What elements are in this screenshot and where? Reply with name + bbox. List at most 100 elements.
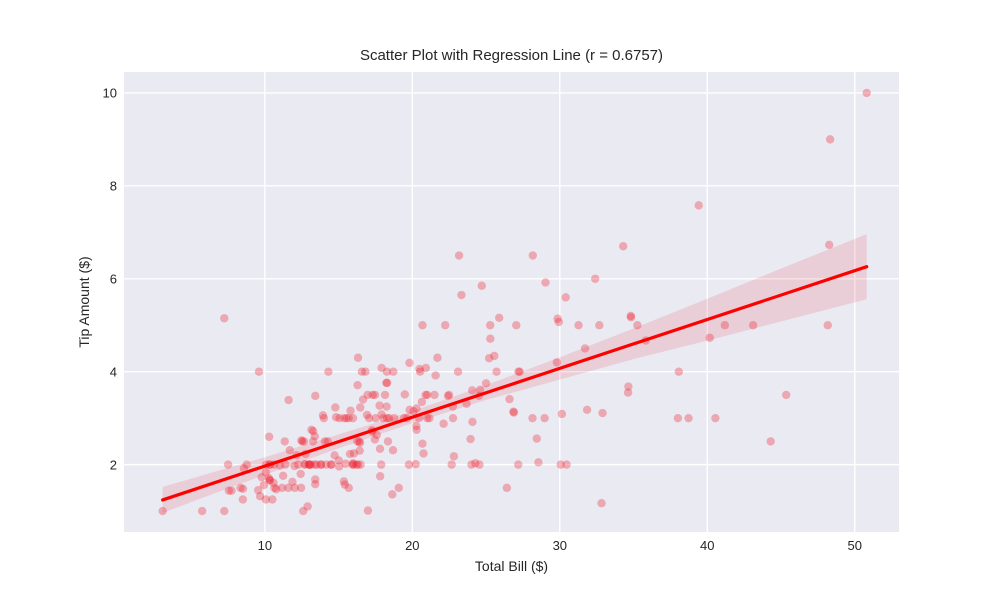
scatter-point — [298, 437, 307, 446]
scatter-point — [388, 490, 397, 499]
scatter-point — [626, 311, 635, 321]
scatter-point — [257, 472, 266, 482]
scatter-point — [370, 435, 380, 444]
scatter-point — [331, 413, 341, 422]
scatter-point — [265, 476, 275, 485]
scatter-point — [269, 478, 278, 487]
scatter-point — [377, 410, 386, 419]
scatter-point — [441, 321, 450, 330]
scatter-point — [379, 413, 388, 423]
scatter-point — [388, 446, 398, 455]
scatter-point — [597, 498, 606, 508]
scatter-point — [475, 385, 485, 395]
scatter-point — [532, 434, 541, 443]
scatter-point — [344, 483, 353, 493]
scatter-point — [339, 477, 349, 486]
scatter-point — [278, 471, 288, 480]
scatter-point — [394, 483, 403, 493]
plot-background — [124, 72, 899, 532]
scatter-point — [327, 460, 336, 469]
scatter-point — [423, 413, 432, 423]
scatter-point — [355, 446, 364, 455]
scatter-point — [633, 321, 642, 330]
scatter-point — [362, 410, 372, 420]
scatter-point — [220, 314, 229, 323]
y-tick-label: 8 — [109, 178, 117, 194]
scatter-point — [277, 483, 287, 493]
scatter-point — [355, 438, 365, 447]
scatter-point — [514, 460, 523, 469]
scatter-point — [284, 483, 293, 493]
scatter-point — [514, 367, 523, 376]
scatter-point — [375, 472, 385, 481]
scatter-point — [748, 321, 758, 330]
scatter-point — [238, 484, 248, 493]
scatter-point — [623, 388, 633, 397]
scatter-point — [311, 391, 320, 401]
scatter-point — [264, 473, 274, 483]
scatter-point — [580, 344, 590, 353]
scatter-point — [293, 460, 303, 469]
scatter-point — [353, 380, 362, 390]
scatter-point — [418, 321, 427, 330]
scatter-point — [825, 135, 835, 144]
scatter-point — [494, 313, 504, 322]
x-tick-label: 20 — [405, 538, 420, 553]
scatter-point — [781, 390, 791, 400]
scatter-point — [705, 333, 714, 342]
scatter-point — [318, 411, 328, 420]
scatter-point — [405, 358, 414, 368]
scatter-point — [300, 460, 309, 469]
scatter-point — [574, 321, 583, 330]
scatter-point — [528, 413, 537, 423]
scatter-point — [490, 351, 499, 361]
scatter-point — [349, 449, 359, 458]
scatter-point — [673, 413, 683, 423]
plot-canvas — [124, 72, 899, 532]
scatter-point — [720, 321, 730, 330]
scatter-point — [310, 432, 320, 441]
scatter-point — [227, 486, 236, 495]
scatter-point — [340, 480, 349, 489]
scatter-point — [466, 434, 475, 444]
scatter-point — [297, 436, 306, 445]
scatter-point — [412, 425, 421, 434]
scatter-point — [595, 321, 604, 330]
scatter-point — [259, 480, 269, 490]
scatter-point — [462, 399, 471, 408]
scatter-point — [348, 459, 358, 468]
scatter-point — [484, 354, 494, 363]
scatter-point — [417, 397, 427, 407]
scatter-point — [449, 452, 459, 461]
scatter-point — [509, 408, 518, 417]
scatter-point — [348, 413, 358, 423]
scatter-point — [223, 460, 233, 469]
scatter-point — [349, 460, 358, 469]
scatter-point — [862, 88, 871, 98]
scatter-point — [443, 391, 453, 401]
y-axis-label: Tip Amount ($) — [76, 256, 92, 348]
scatter-point — [552, 358, 562, 367]
scatter-point — [331, 403, 340, 412]
scatter-point — [236, 483, 245, 493]
scatter-point — [823, 321, 832, 330]
scatter-point — [303, 502, 312, 511]
scatter-point — [280, 437, 289, 446]
scatter-point — [335, 413, 344, 423]
scatter-point — [363, 390, 372, 400]
scatter-point — [382, 378, 392, 388]
scatter-point — [412, 404, 421, 413]
scatter-point — [467, 460, 476, 469]
scatter-point — [382, 402, 391, 411]
scatter-point — [363, 506, 373, 515]
scatter-point — [353, 460, 363, 469]
scatter-point — [383, 437, 393, 446]
scatter-point — [467, 386, 477, 395]
scatter-point — [280, 460, 290, 469]
scatter-point — [242, 460, 251, 469]
scatter-point — [334, 456, 343, 465]
scatter-point — [444, 390, 454, 400]
scatter-point — [370, 390, 380, 400]
scatter-point — [316, 460, 326, 469]
